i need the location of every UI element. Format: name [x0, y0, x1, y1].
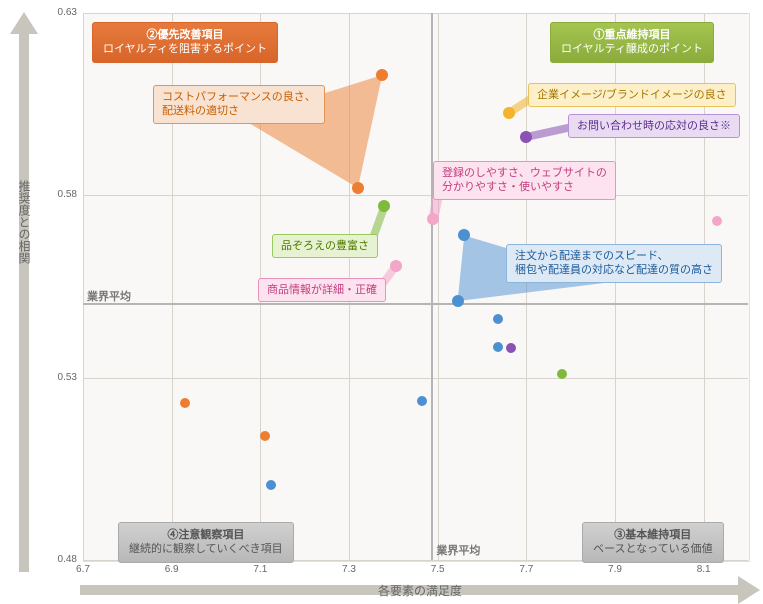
scatter-point	[417, 396, 427, 406]
x-axis-label: 各要素の満足度	[350, 582, 490, 599]
xtick-label: 8.1	[689, 564, 719, 575]
gridline-h	[83, 378, 748, 379]
xtick-label: 7.1	[245, 564, 275, 575]
quadrant-label: ②優先改善項目ロイヤルティを阻害するポイント	[92, 22, 278, 63]
scatter-point	[503, 107, 515, 119]
scatter-point	[390, 260, 402, 272]
scatter-point	[458, 229, 470, 241]
callout-label: 企業イメージ/ブランドイメージの良さ	[528, 83, 736, 107]
avg-line-vertical	[431, 13, 433, 560]
xtick-label: 6.9	[157, 564, 187, 575]
callout-label: 商品情報が詳細・正確	[258, 278, 386, 302]
gridline-h	[83, 195, 748, 196]
avg-label-x: 業界平均	[436, 542, 480, 558]
scatter-point	[712, 216, 722, 226]
y-axis-label: 推奨度との相関	[16, 180, 33, 264]
scatter-point	[376, 69, 388, 81]
xtick-label: 7.5	[423, 564, 453, 575]
quadrant-label: ①重点維持項目ロイヤルティ醸成のポイント	[550, 22, 714, 63]
xtick-label: 7.3	[334, 564, 364, 575]
gridline-v	[438, 13, 439, 560]
ytick-label: 0.53	[47, 372, 77, 383]
gridline-v	[83, 13, 84, 560]
gridline-h	[83, 13, 748, 14]
ytick-label: 0.63	[47, 7, 77, 18]
callout-label: 注文から配達までのスピード、梱包や配達員の対応など配達の質の高さ	[506, 244, 722, 283]
xtick-label: 7.9	[600, 564, 630, 575]
scatter-point	[266, 480, 276, 490]
scatter-point	[180, 398, 190, 408]
scatter-point	[557, 369, 567, 379]
quadrant-label: ③基本維持項目ベースとなっている価値	[582, 522, 724, 563]
avg-line-horizontal	[83, 303, 748, 305]
callout-label: 登録のしやすさ、ウェブサイトの分かりやすさ・使いやすさ	[433, 161, 616, 200]
scatter-point	[427, 213, 439, 225]
xtick-label: 7.7	[511, 564, 541, 575]
scatter-point	[452, 295, 464, 307]
callout-label: 品ぞろえの豊富さ	[272, 234, 378, 258]
quadrant-label: ④注意観察項目継続的に観察していくべき項目	[118, 522, 294, 563]
scatter-point	[352, 182, 364, 194]
scatter-point	[520, 131, 532, 143]
avg-label-y: 業界平均	[87, 288, 131, 304]
scatter-point	[260, 431, 270, 441]
callout-label: お問い合わせ時の応対の良さ※	[568, 114, 740, 138]
callout-label: コストパフォーマンスの良さ、配送料の適切さ	[153, 85, 325, 124]
scatter-point	[378, 200, 390, 212]
scatter-point	[493, 314, 503, 324]
xtick-label: 6.7	[68, 564, 98, 575]
y-axis-arrow	[10, 12, 38, 572]
ytick-label: 0.58	[47, 189, 77, 200]
scatter-point	[506, 343, 516, 353]
scatter-point	[493, 342, 503, 352]
